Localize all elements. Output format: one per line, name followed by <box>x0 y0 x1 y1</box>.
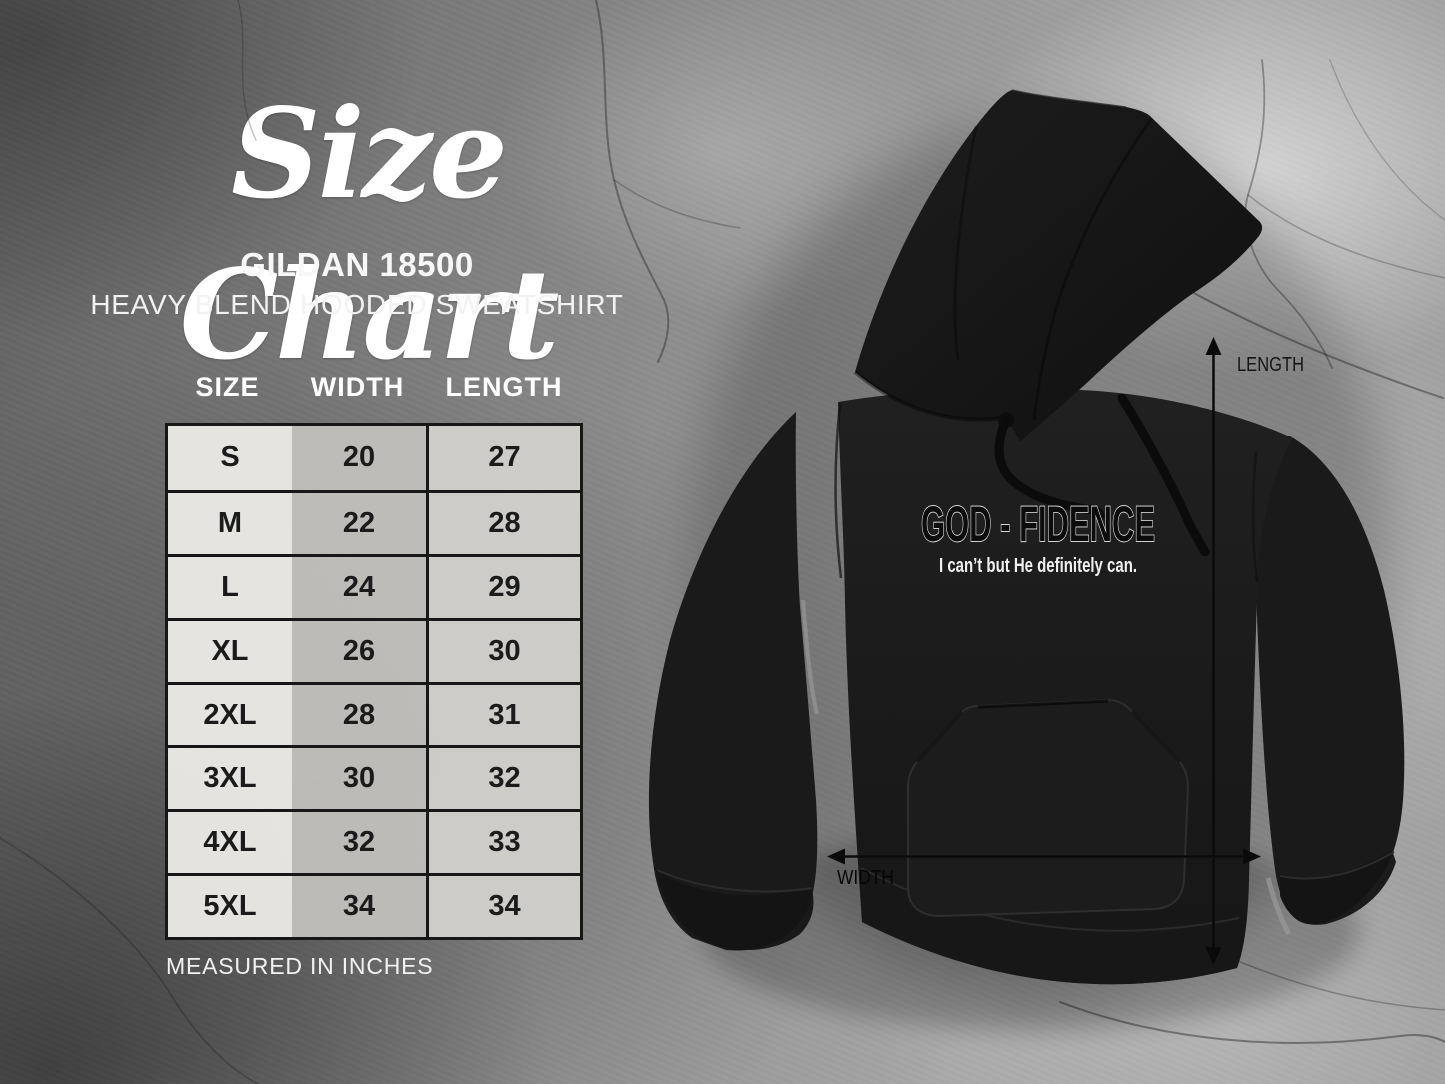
table-cell-length: 30 <box>426 617 580 682</box>
column-header-size: SIZE <box>195 372 260 402</box>
hoodie-right-cuff <box>1280 850 1396 925</box>
product-subtitle: HEAVY BLEND HOODED SWEATSHIRT <box>90 289 624 320</box>
table-cell-length: 33 <box>426 809 580 874</box>
table-cell-length: 31 <box>426 681 580 746</box>
table-cell-size: XL <box>168 617 292 682</box>
hoodie-left-sleeve <box>648 412 818 951</box>
right-underarm-gap <box>1265 877 1292 936</box>
drawstring-left <box>994 415 1105 521</box>
drawstring-right <box>1117 393 1210 557</box>
hoodie-hood <box>855 90 1263 442</box>
table-cell-width: 34 <box>292 873 426 938</box>
table-cell-width: 30 <box>292 745 426 810</box>
hood-bottom-edge-shadow <box>853 370 1003 422</box>
hoodie-print-title: GOD - FIDENCE <box>921 496 1155 552</box>
hoodie-hem-band <box>860 866 1240 985</box>
left-armhole-seam <box>834 403 843 579</box>
table-cell-length: 29 <box>426 553 580 618</box>
width-arrowhead-right-icon <box>1243 848 1261 865</box>
hood-top-highlight <box>1011 89 1127 108</box>
table-cell-size: 4XL <box>168 809 292 874</box>
right-cuff-seam <box>1279 851 1395 880</box>
width-label: WIDTH <box>837 867 894 889</box>
table-cell-length: 28 <box>426 489 580 554</box>
width-arrowhead-left-icon <box>827 848 845 865</box>
size-table-header: SIZE WIDTH LENGTH <box>165 372 583 403</box>
pocket-hand-openings <box>915 710 1182 764</box>
hoodie-right-sleeve <box>1252 436 1405 925</box>
table-cell-width: 22 <box>292 489 426 554</box>
table-cell-size: 5XL <box>168 873 292 938</box>
hoodie-print-tagline: I can’t but He definitely can. <box>939 554 1137 577</box>
length-arrowhead-up-icon <box>1205 337 1222 355</box>
table-cell-size: L <box>168 553 292 618</box>
table-cell-size: S <box>168 426 292 490</box>
table-cell-length: 32 <box>426 745 580 810</box>
table-cell-size: 2XL <box>168 681 292 746</box>
column-header-width: WIDTH <box>310 372 405 402</box>
pocket-top-shadow <box>977 699 1109 709</box>
hem-seam <box>860 867 1240 932</box>
left-underarm-gap <box>801 599 819 715</box>
length-label: LENGTH <box>1237 354 1304 376</box>
left-cuff-seam <box>656 869 813 893</box>
product-name: GILDAN 18500 <box>240 246 474 283</box>
right-armhole-seam <box>1251 451 1259 583</box>
hood-fold-crease <box>1032 117 1154 421</box>
table-cell-width: 26 <box>292 617 426 682</box>
size-table: S 20 27 M 22 28 L 24 29 XL 26 30 2XL 28 … <box>165 423 583 941</box>
page-title: Size Chart <box>179 82 560 389</box>
hood-left-crease <box>953 125 978 361</box>
table-cell-length: 27 <box>426 426 580 490</box>
table-cell-width: 32 <box>292 809 426 874</box>
table-cell-length: 34 <box>426 873 580 938</box>
table-cell-size: M <box>168 489 292 554</box>
hoodie-left-cuff <box>655 868 814 950</box>
units-note: MEASURED IN INCHES <box>166 953 434 979</box>
kangaroo-pocket <box>907 698 1190 918</box>
column-header-length: LENGTH <box>445 372 563 402</box>
table-cell-width: 20 <box>292 426 426 490</box>
table-cell-width: 24 <box>292 553 426 618</box>
hoodie-garment: GOD - FIDENCE I can’t but He definitely … <box>648 89 1405 985</box>
length-arrowhead-down-icon <box>1205 947 1222 965</box>
table-cell-size: 3XL <box>168 745 292 810</box>
measurement-annotations: LENGTH WIDTH <box>827 337 1304 965</box>
table-cell-width: 28 <box>292 681 426 746</box>
